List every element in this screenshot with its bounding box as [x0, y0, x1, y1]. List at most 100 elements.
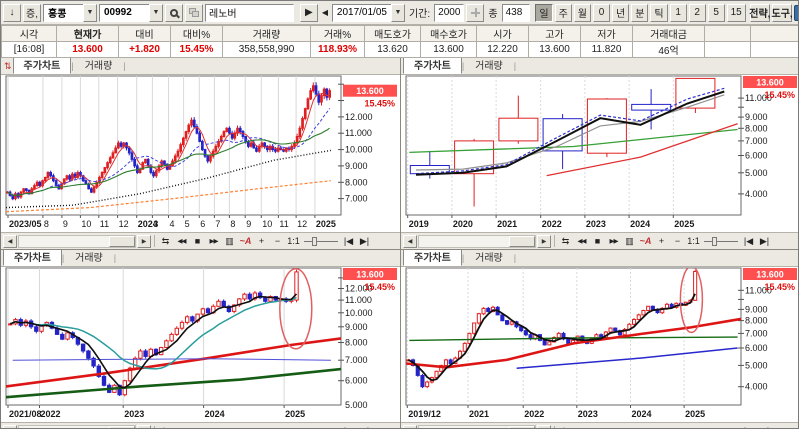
fast-backward-button[interactable]: ◀◀: [574, 234, 589, 248]
tab-price-chart[interactable]: 주가차트: [403, 58, 462, 74]
slider-knob[interactable]: [712, 237, 717, 246]
slider-knob[interactable]: [312, 427, 317, 428]
interval-button-주[interactable]: 주: [554, 3, 572, 22]
fast-forward-button[interactable]: ▶▶: [606, 234, 621, 248]
zoom-out-button[interactable]: −: [270, 234, 285, 248]
zoom-reset-button[interactable]: 1:1: [687, 236, 700, 246]
trendline-icon[interactable]: ~A: [639, 236, 652, 246]
chart-scrollbar[interactable]: [18, 425, 136, 428]
chevron-down-icon[interactable]: ▼: [83, 3, 97, 22]
stop-button[interactable]: ■: [190, 234, 205, 248]
interval-button-분[interactable]: 분: [631, 3, 649, 22]
fast-forward-button[interactable]: ▶▶: [206, 234, 221, 248]
indicator-panel-icon[interactable]: ▥: [622, 234, 637, 248]
market-select[interactable]: 홍콩 ▼: [43, 3, 97, 22]
tab-price-chart[interactable]: 주가차트: [403, 250, 462, 266]
tools-button[interactable]: 도구,: [772, 3, 793, 22]
stock-name-input[interactable]: 레노버: [205, 3, 294, 22]
stock-menu-button[interactable]: 증,: [23, 3, 41, 22]
zoom-reset-button[interactable]: 1:1: [686, 425, 701, 429]
chevron-down-icon[interactable]: ▼: [149, 3, 163, 22]
slider-knob[interactable]: [312, 237, 317, 246]
zoom-slider[interactable]: [302, 426, 340, 428]
zoom-out-button[interactable]: −: [670, 234, 685, 248]
zoom-in-button[interactable]: +: [654, 425, 669, 429]
sort-button[interactable]: ↓: [3, 3, 21, 22]
price-chart-canvas[interactable]: 2019 2020 2021 2022 2023 2024 2025 4.000 5.000 6.…: [401, 75, 799, 232]
indicator-panel-icon[interactable]: ▥: [222, 425, 237, 428]
stock-code-select[interactable]: 00992 ▼: [99, 3, 163, 22]
stop-button[interactable]: ■: [590, 234, 605, 248]
tab-volume[interactable]: 거래량: [75, 253, 103, 264]
compare-button[interactable]: [185, 3, 203, 22]
zoom-out-button[interactable]: −: [670, 425, 685, 429]
zoom-reset-button[interactable]: 1:1: [286, 425, 301, 429]
pan-button[interactable]: [466, 3, 485, 22]
auto-refresh-icon[interactable]: ⇆: [158, 425, 173, 428]
fast-forward-button[interactable]: ▶▶: [606, 425, 621, 429]
go-last-button[interactable]: ▶|: [357, 425, 372, 428]
auto-refresh-icon[interactable]: ⇆: [158, 234, 173, 248]
fast-backward-button[interactable]: ◀◀: [174, 234, 189, 248]
price-chart-canvas[interactable]: 2019/12 2021 2022 2023 2024 2025 4.000 5.000 6.0…: [401, 267, 799, 422]
interval-button-년[interactable]: 년: [612, 3, 630, 22]
stop-button[interactable]: ■: [190, 425, 205, 429]
go-first-button[interactable]: |◀: [341, 425, 356, 428]
chart-scroll-right-button[interactable]: ▶: [137, 425, 151, 428]
interval-button-일[interactable]: 일: [535, 3, 553, 22]
chart-scrollbar[interactable]: [418, 425, 536, 428]
zoom-in-button[interactable]: +: [254, 234, 269, 248]
chart-scrollbar-thumb[interactable]: [509, 426, 535, 428]
chart-scroll-left-button[interactable]: ◀: [3, 425, 17, 428]
zoom-slider[interactable]: [702, 235, 740, 247]
chart-scroll-right-button[interactable]: ▶: [137, 234, 151, 248]
trendline-icon[interactable]: ~A: [638, 425, 653, 429]
trendline-icon[interactable]: ~A: [239, 236, 252, 246]
tab-volume[interactable]: 거래량: [84, 61, 113, 72]
chart-scroll-left-button[interactable]: ◀: [403, 234, 417, 248]
count-input[interactable]: 438: [501, 3, 531, 22]
chart-scroll-left-button[interactable]: ◀: [403, 425, 417, 428]
tab-volume[interactable]: 거래량: [475, 253, 503, 264]
trendline-icon[interactable]: ~A: [238, 425, 253, 429]
fast-backward-button[interactable]: ◀◀: [574, 425, 589, 429]
tab-price-chart[interactable]: 주가차트: [12, 58, 72, 74]
interval-button-2[interactable]: 2: [688, 3, 706, 22]
chart-scrollbar-thumb[interactable]: [109, 235, 135, 247]
go-last-button[interactable]: ▶|: [357, 234, 372, 248]
chart-scrollbar-thumb[interactable]: [109, 426, 135, 428]
period-input[interactable]: 2000: [434, 3, 465, 22]
go-last-button[interactable]: ▶|: [757, 425, 772, 428]
strategy-button[interactable]: 전략,: [749, 3, 770, 22]
zoom-slider[interactable]: [702, 426, 740, 428]
chart-scrollbar[interactable]: [18, 234, 136, 248]
interval-button-15[interactable]: 15: [726, 3, 746, 22]
prev-button[interactable]: ◀: [320, 4, 330, 22]
stop-button[interactable]: ■: [590, 425, 605, 429]
go-first-button[interactable]: |◀: [341, 234, 356, 248]
auto-refresh-icon[interactable]: ⇆: [558, 234, 573, 248]
slider-knob[interactable]: [712, 427, 717, 428]
fast-forward-button[interactable]: ▶▶: [206, 425, 221, 429]
zoom-out-button[interactable]: −: [270, 425, 285, 429]
window-icon[interactable]: [794, 4, 798, 21]
tab-volume[interactable]: 거래량: [475, 61, 503, 72]
zoom-slider[interactable]: [302, 235, 340, 247]
date-select[interactable]: 2017/01/05 ▼: [331, 3, 405, 22]
indicator-panel-icon[interactable]: ▥: [222, 234, 237, 248]
zoom-in-button[interactable]: +: [254, 425, 269, 429]
interval-button-틱[interactable]: 틱: [650, 3, 668, 22]
chart-scrollbar[interactable]: [418, 234, 536, 248]
chart-scrollbar-thumb[interactable]: [509, 235, 535, 247]
auto-refresh-icon[interactable]: ⇆: [558, 425, 573, 428]
zoom-reset-button[interactable]: 1:1: [287, 236, 300, 246]
interval-button-5[interactable]: 5: [707, 3, 725, 22]
interval-button-월[interactable]: 월: [573, 3, 591, 22]
interval-button-1[interactable]: 1: [669, 3, 687, 22]
tab-price-chart[interactable]: 주가차트: [3, 250, 62, 266]
chart-scroll-right-button[interactable]: ▶: [537, 234, 551, 248]
indicator-panel-icon[interactable]: ▥: [622, 425, 637, 428]
chart-scroll-left-button[interactable]: ◀: [3, 234, 17, 248]
